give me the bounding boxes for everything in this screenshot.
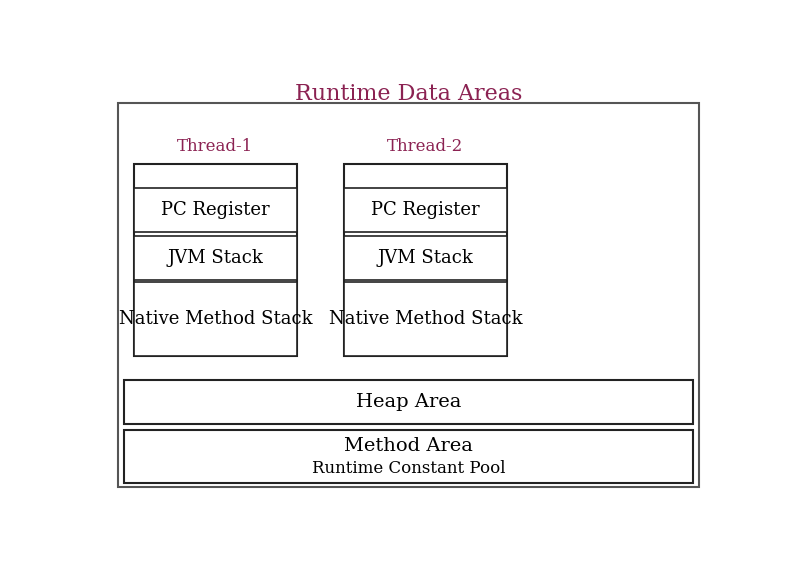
Bar <box>344 188 508 232</box>
Bar <box>344 236 508 280</box>
Bar <box>134 164 297 356</box>
Bar <box>344 282 508 356</box>
Text: PC Register: PC Register <box>371 201 480 219</box>
Bar <box>134 188 297 232</box>
Bar <box>118 103 699 487</box>
Text: Native Method Stack: Native Method Stack <box>328 310 522 328</box>
Text: Heap Area: Heap Area <box>355 393 461 411</box>
Bar <box>134 236 297 280</box>
Text: PC Register: PC Register <box>161 201 269 219</box>
Text: Native Method Stack: Native Method Stack <box>119 310 312 328</box>
Text: JVM Stack: JVM Stack <box>167 249 263 267</box>
Text: Thread-2: Thread-2 <box>387 138 464 155</box>
Text: JVM Stack: JVM Stack <box>378 249 473 267</box>
Bar <box>124 380 693 424</box>
Text: Runtime Data Areas: Runtime Data Areas <box>295 83 522 105</box>
Bar <box>344 164 508 356</box>
Bar <box>134 282 297 356</box>
Text: Method Area: Method Area <box>344 437 473 455</box>
Text: Runtime Constant Pool: Runtime Constant Pool <box>312 460 505 477</box>
Bar <box>124 430 693 483</box>
Text: Thread-1: Thread-1 <box>177 138 253 155</box>
